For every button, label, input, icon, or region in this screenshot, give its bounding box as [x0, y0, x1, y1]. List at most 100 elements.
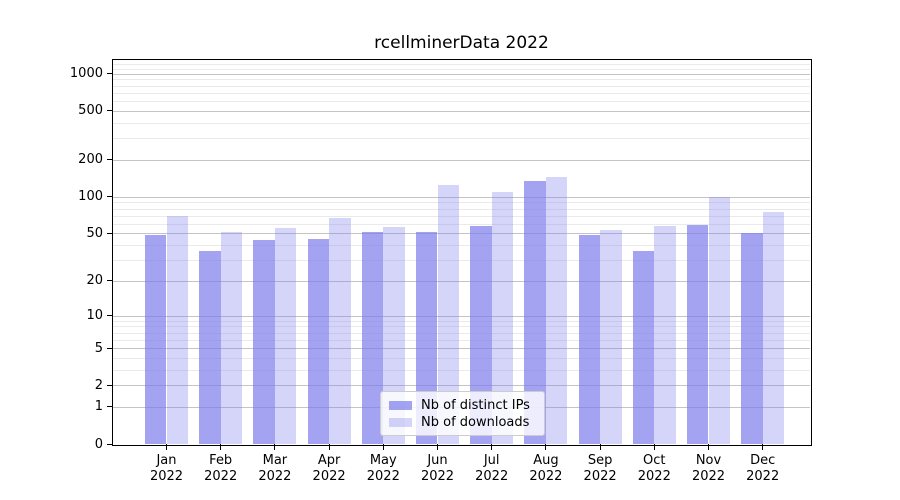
bar-distinct-ips-mar	[253, 240, 275, 444]
x-tick-month: Apr	[317, 453, 341, 468]
gridline-major	[113, 110, 810, 112]
x-tick-year: 2022	[149, 469, 184, 484]
x-tick	[491, 444, 493, 450]
y-tick	[107, 443, 113, 445]
bar-downloads-jul	[491, 191, 514, 444]
gridline-minor	[113, 326, 810, 328]
gridline-minor	[113, 64, 810, 65]
x-tick	[220, 444, 222, 450]
x-tick-year: 2022	[475, 469, 509, 484]
y-tick-label: 50	[86, 225, 103, 241]
gridline-major	[113, 385, 810, 387]
x-tick-month: Aug	[533, 453, 559, 468]
x-tick-year: 2022	[746, 469, 780, 484]
y-tick-label: 1	[94, 399, 103, 415]
bar-distinct-ips-jan	[144, 235, 167, 444]
gridline-major	[113, 348, 810, 349]
gridline-major	[113, 73, 810, 75]
gridline-major	[113, 315, 810, 317]
x-tick-label: Jul 2022	[461, 453, 523, 485]
gridline-major	[113, 280, 810, 282]
gridline-minor	[113, 208, 810, 210]
y-tick-label: 2	[94, 377, 103, 393]
gridline-minor	[113, 79, 810, 81]
x-tick-month: Jul	[483, 453, 500, 468]
bar-distinct-ips-sep	[578, 235, 601, 444]
gridline-minor	[113, 101, 810, 103]
gridline-minor	[113, 369, 810, 371]
bar-distinct-ips-feb	[199, 250, 221, 444]
bar-distinct-ips-nov	[686, 224, 709, 444]
legend-item-distinct-ips: Nb of distinct IPs	[389, 398, 536, 413]
x-tick-label: Feb 2022	[190, 453, 252, 485]
y-tick	[107, 280, 113, 282]
y-tick-label: 0	[94, 436, 103, 452]
x-tick-month: Jan	[156, 453, 177, 468]
x-tick-label: Oct 2022	[623, 453, 685, 485]
x-tick-label: May 2022	[352, 453, 414, 485]
x-tick-label: Sep 2022	[569, 453, 631, 485]
x-tick-label: Dec 2022	[732, 453, 794, 485]
bar-downloads-nov	[708, 196, 731, 444]
y-tick-label: 100	[78, 189, 103, 205]
x-tick-month: Nov	[695, 453, 722, 468]
x-tick-year: 2022	[312, 469, 346, 484]
gridline-minor	[113, 320, 810, 322]
chart-title: rcellminerData 2022	[374, 33, 549, 53]
x-tick-label: Aug 2022	[515, 453, 577, 485]
gridline-minor	[113, 85, 810, 87]
x-tick	[545, 444, 547, 450]
bar-downloads-dec	[762, 211, 785, 444]
x-tick-year: 2022	[583, 469, 617, 484]
y-tick	[107, 73, 113, 75]
x-tick-year: 2022	[258, 469, 292, 484]
legend-swatch-distinct-ips	[389, 400, 412, 410]
x-tick	[708, 444, 709, 450]
bar-distinct-ips-jul	[470, 226, 492, 444]
x-tick-year: 2022	[366, 469, 400, 484]
bar-downloads-sep	[600, 230, 622, 444]
x-tick-month: Mar	[262, 453, 288, 468]
y-tick-label: 10	[86, 308, 103, 323]
bar-downloads-jan	[166, 215, 189, 444]
x-tick	[599, 444, 601, 450]
gridline-minor	[113, 245, 810, 246]
x-tick	[328, 444, 330, 450]
y-tick	[107, 315, 113, 316]
x-tick	[166, 444, 167, 450]
x-tick	[437, 444, 438, 450]
x-tick-month: Sep	[587, 453, 613, 468]
x-tick-year: 2022	[691, 469, 726, 484]
y-tick	[107, 384, 113, 386]
gridline-minor	[113, 215, 810, 217]
gridline-minor	[113, 357, 810, 359]
gridline-minor	[113, 92, 810, 94]
gridline-major	[113, 196, 810, 198]
y-tick-label: 200	[78, 152, 103, 168]
y-tick	[107, 347, 113, 349]
x-tick-label: Jan 2022	[136, 453, 198, 485]
bar-downloads-oct	[654, 225, 676, 444]
bar-distinct-ips-oct	[632, 250, 655, 444]
y-tick-label: 20	[86, 273, 103, 289]
gridline-minor	[113, 138, 810, 140]
y-tick-label: 1000	[69, 66, 103, 82]
x-tick-month: Jun	[427, 453, 448, 468]
bar-distinct-ips-apr	[307, 238, 330, 444]
legend-swatch-downloads	[389, 417, 412, 427]
gridline-minor	[113, 122, 810, 124]
legend-item-downloads: Nb of downloads	[389, 415, 536, 430]
x-tick	[653, 444, 655, 450]
bar-downloads-apr	[329, 217, 351, 444]
bar-distinct-ips-may	[361, 232, 384, 444]
x-tick-label: Jun 2022	[407, 453, 469, 485]
x-tick-month: Oct	[643, 453, 666, 468]
x-tick-label: Apr 2022	[298, 453, 360, 485]
bar-distinct-ips-aug	[524, 181, 546, 444]
bar-downloads-feb	[220, 232, 243, 444]
x-tick	[274, 444, 276, 450]
x-tick	[382, 444, 384, 450]
y-tick	[107, 196, 113, 198]
y-tick-label: 5	[94, 340, 103, 356]
